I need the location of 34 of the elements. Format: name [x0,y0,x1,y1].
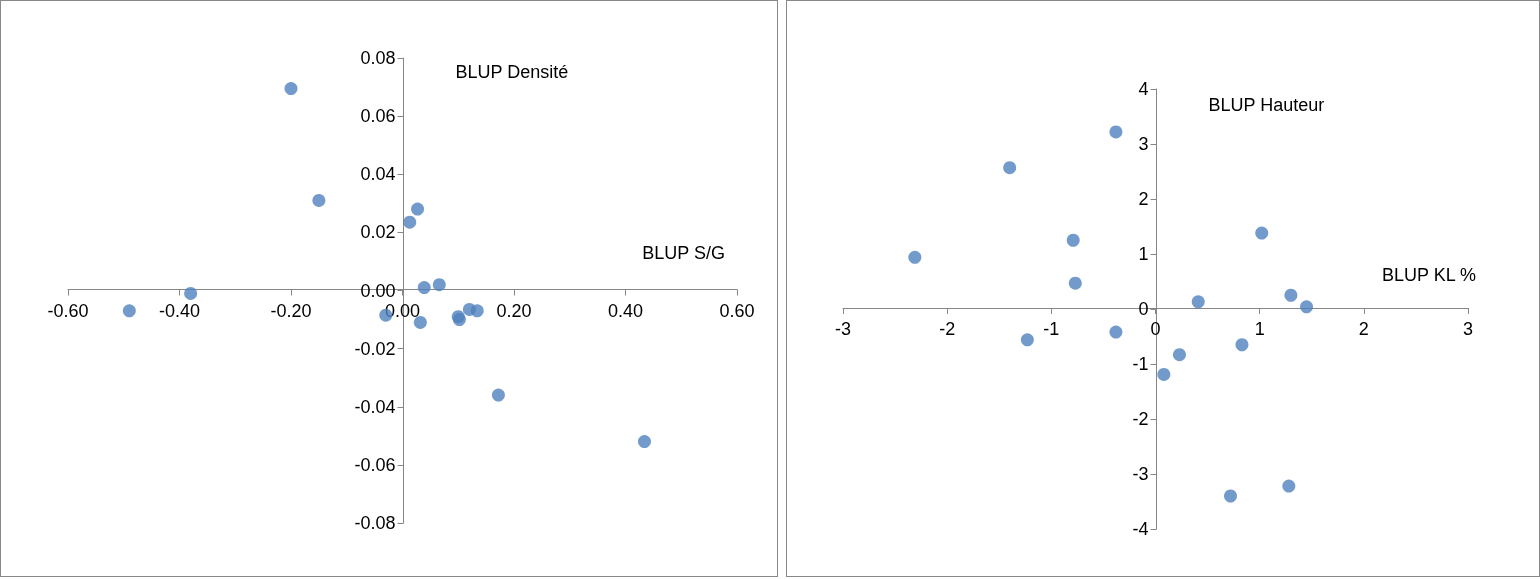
x-tick-label: -1 [1043,319,1060,339]
y-tick-label: -1 [1132,354,1149,374]
y-tick-label: -0.08 [354,513,396,533]
x-axis-title: BLUP S/G [642,242,725,263]
y-tick-label: 0.00 [360,280,396,301]
y-tick-label: 0.08 [360,48,396,68]
y-tick-label: 2 [1138,189,1149,209]
y-tick-label: 1 [1138,244,1149,264]
x-tick-label: -0.20 [270,300,312,321]
y-tick-label: 0.06 [360,106,396,127]
y-tick-label: 3 [1138,134,1149,154]
y-tick-label: -3 [1132,464,1149,484]
y-tick-label: -0.02 [354,338,396,359]
x-axis-title: BLUP KL % [1381,265,1476,285]
y-tick-label: -0.06 [354,454,396,475]
y-tick-label: -2 [1132,409,1149,429]
x-tick-label: -3 [834,319,852,339]
x-tick-label: -2 [939,319,956,339]
y-tick-label: 0.04 [360,164,396,185]
x-tick-label: 0.20 [496,300,532,321]
y-axis-title: BLUP Densité [455,62,569,82]
x-tick-label: 3 [1462,319,1474,339]
x-tick-label: -0.60 [47,300,89,321]
x-tick-label: 0.40 [607,300,644,321]
x-tick-label: 0.60 [719,300,755,321]
x-tick-label: 1 [1254,319,1265,339]
y-tick-label: 4 [1138,79,1149,99]
y-tick-label: -0.04 [354,396,396,417]
x-tick-label: 0.00 [384,300,421,321]
y-tick-label: -4 [1132,519,1149,539]
x-tick-label: 2 [1358,319,1369,339]
y-axis-title: BLUP Hauteur [1208,95,1325,115]
x-tick-label: -0.40 [158,300,201,321]
y-tick-label: 0.02 [360,222,396,243]
